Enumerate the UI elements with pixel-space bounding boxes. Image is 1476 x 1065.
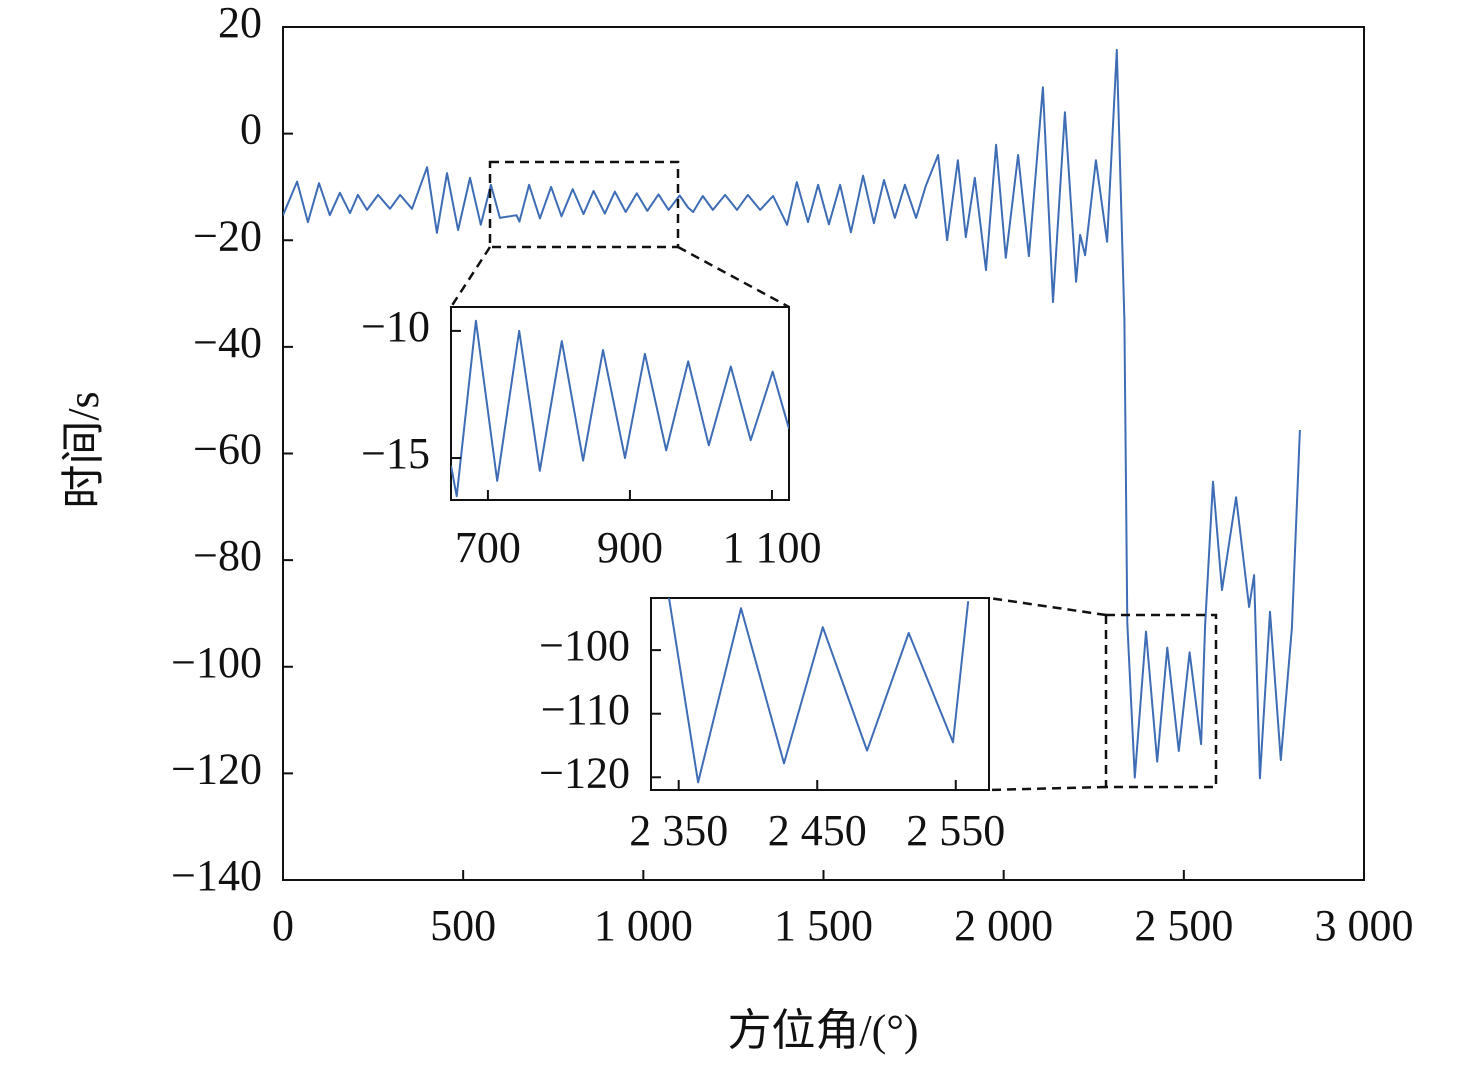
- series-group: [668, 598, 970, 784]
- connector: [677, 245, 790, 309]
- y-tick-label: −60: [193, 425, 262, 474]
- x-tick-label: 2 450: [768, 806, 867, 855]
- connector: [449, 246, 492, 308]
- x-tick-label: 0: [272, 901, 294, 950]
- data-line: [283, 48, 1301, 780]
- inset-plot: 2 350 2 450 2 550 −100 −110 −120: [539, 597, 1005, 855]
- series-group: [283, 48, 1301, 780]
- y-tick-label: −100: [171, 638, 262, 687]
- connector: [988, 785, 1107, 792]
- y-tick-label: −100: [539, 621, 630, 670]
- y-tick-label: −40: [193, 318, 262, 367]
- x-tick-label: 900: [597, 523, 663, 572]
- y-tick-label: −140: [171, 851, 262, 900]
- series-group: [451, 319, 789, 498]
- y-tick-label: −10: [361, 302, 430, 351]
- y-tick-label: −80: [193, 531, 262, 580]
- connector: [988, 596, 1107, 617]
- y-tick-label: −120: [171, 744, 262, 793]
- zoom-box: [488, 160, 680, 249]
- y-tick-label: −20: [193, 211, 262, 260]
- y-tick-label: −120: [539, 748, 630, 797]
- plot-frame: [650, 597, 990, 791]
- plot-frame: [450, 306, 790, 501]
- x-tick-label: 1 500: [774, 901, 873, 950]
- x-tick-label: 3 000: [1315, 901, 1414, 950]
- x-axis-label: 方位角/(°): [727, 1006, 918, 1055]
- data-line: [451, 319, 789, 498]
- y-tick-label: 20: [218, 0, 262, 47]
- y-axis-label: 时间/s: [59, 391, 108, 508]
- x-tick-label: 2 500: [1134, 901, 1233, 950]
- y-tick-label: 0: [240, 105, 262, 154]
- x-tick-label: 2 550: [906, 806, 1005, 855]
- x-tick-label: 1 000: [594, 901, 693, 950]
- zoom-box: [1104, 613, 1218, 789]
- x-tick-label: 500: [430, 901, 496, 950]
- inset-plot: 700 900 1 100 −10 −15: [361, 302, 821, 572]
- data-line: [668, 598, 970, 784]
- x-tick-label: 2 000: [954, 901, 1053, 950]
- x-tick-label: 1 100: [722, 523, 821, 572]
- x-tick-label: 2 350: [629, 806, 728, 855]
- y-tick-label: −110: [541, 685, 630, 734]
- x-tick-label: 700: [455, 523, 521, 572]
- y-tick-label: −15: [361, 429, 430, 478]
